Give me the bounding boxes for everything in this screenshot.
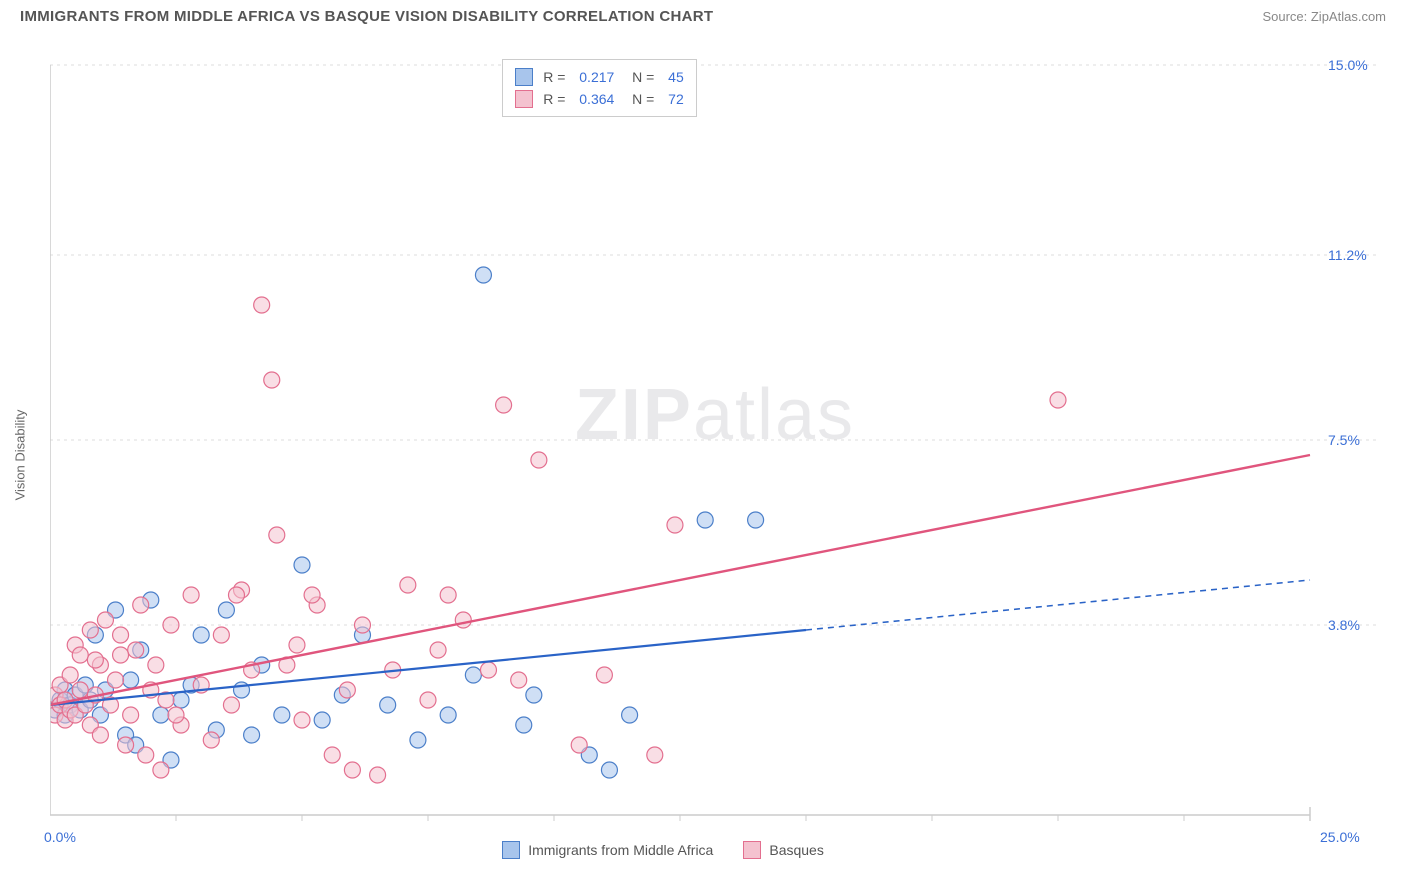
stat-r-value: 0.217 — [579, 69, 614, 85]
y-axis-label: Vision Disability — [13, 410, 28, 501]
legend-swatch — [515, 68, 533, 86]
x-axis-max-label: 25.0% — [1320, 829, 1360, 845]
stat-n-value: 72 — [668, 91, 684, 107]
scatter-plot — [50, 55, 1380, 855]
chart-container: Vision Disability ZIPatlas R = 0.217 N =… — [50, 55, 1380, 855]
stat-n-label: N = — [624, 91, 658, 107]
chart-title: IMMIGRANTS FROM MIDDLE AFRICA VS BASQUE … — [20, 8, 713, 25]
legend-swatch — [743, 841, 761, 859]
legend-item: Immigrants from Middle Africa — [502, 841, 713, 859]
legend-swatch — [502, 841, 520, 859]
y-tick-label: 3.8% — [1328, 617, 1360, 633]
legend-series-name: Immigrants from Middle Africa — [528, 842, 713, 858]
y-tick-label: 7.5% — [1328, 432, 1360, 448]
series-legend: Immigrants from Middle Africa Basques — [502, 841, 824, 859]
y-tick-label: 15.0% — [1328, 57, 1368, 73]
x-axis-origin-label: 0.0% — [44, 829, 76, 845]
stat-r-label: R = — [543, 69, 569, 85]
stat-r-label: R = — [543, 91, 569, 107]
correlation-stats-legend: R = 0.217 N = 45R = 0.364 N = 72 — [502, 59, 697, 117]
title-bar: IMMIGRANTS FROM MIDDLE AFRICA VS BASQUE … — [0, 0, 1406, 29]
source-attribution: Source: ZipAtlas.com — [1262, 9, 1386, 24]
legend-swatch — [515, 90, 533, 108]
legend-item: Basques — [743, 841, 823, 859]
stat-n-value: 45 — [668, 69, 684, 85]
y-tick-label: 11.2% — [1328, 247, 1367, 263]
stat-r-value: 0.364 — [579, 91, 614, 107]
legend-series-name: Basques — [769, 842, 823, 858]
stats-legend-row: R = 0.364 N = 72 — [515, 88, 684, 110]
stats-legend-row: R = 0.217 N = 45 — [515, 66, 684, 88]
stat-n-label: N = — [624, 69, 658, 85]
